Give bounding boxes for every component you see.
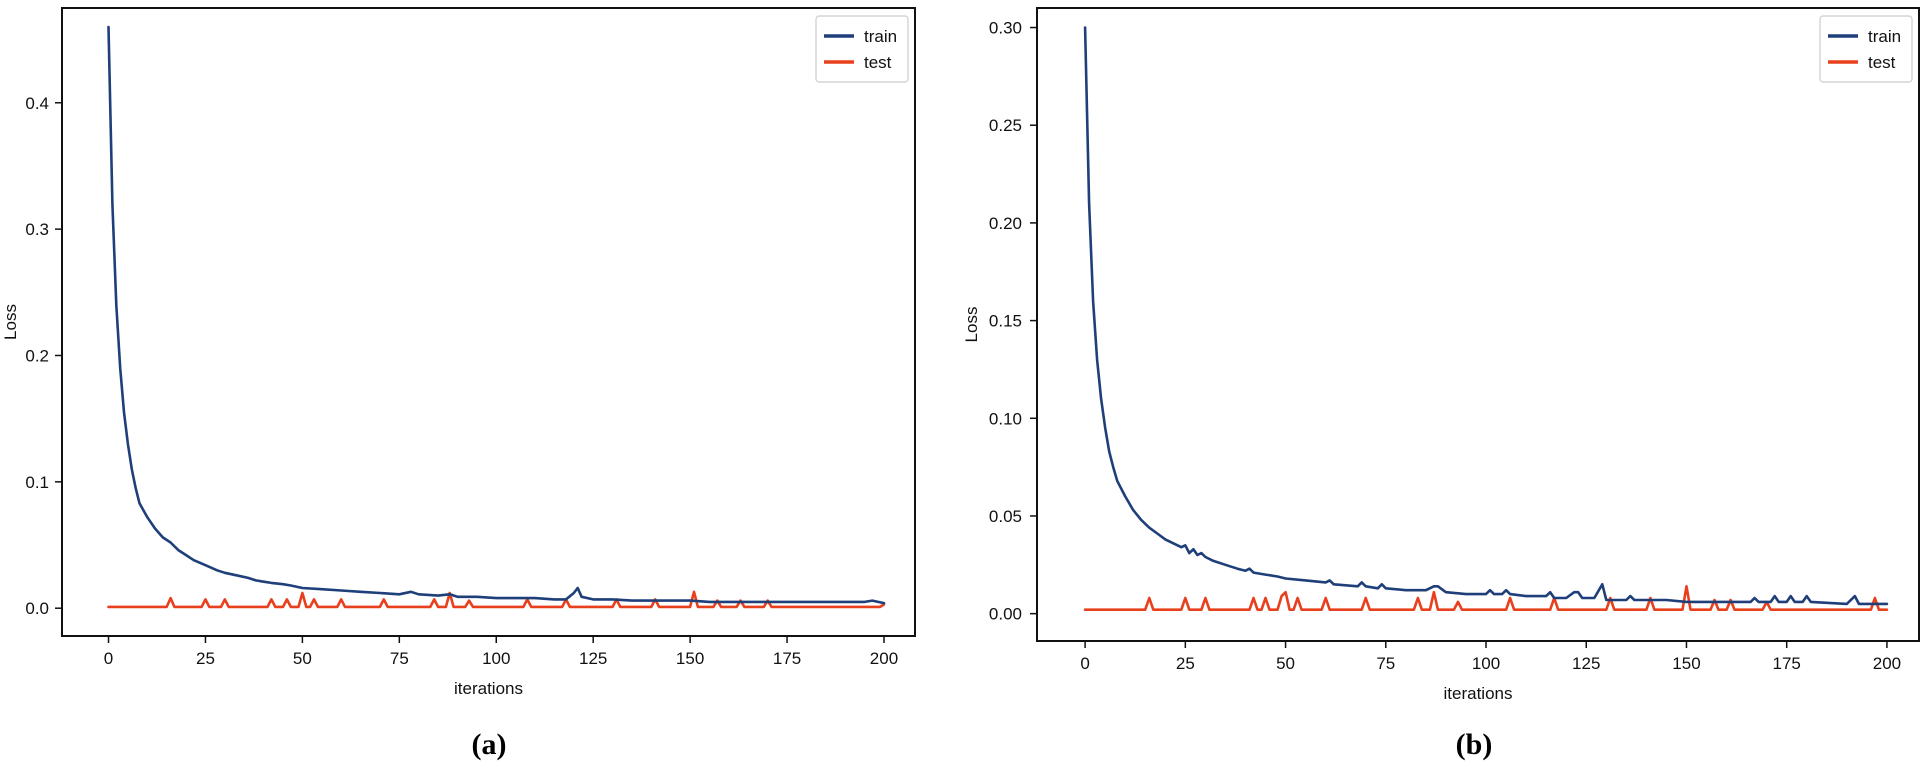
x-tick-label: 50: [293, 649, 312, 668]
y-axis-label: Loss: [962, 307, 981, 343]
x-tick-label: 25: [196, 649, 215, 668]
x-axis-label: iterations: [1444, 684, 1513, 703]
x-tick-label: 125: [1572, 654, 1600, 673]
x-tick-label: 50: [1276, 654, 1295, 673]
legend-label-train: train: [1868, 27, 1901, 46]
legend-label-test: test: [1868, 53, 1896, 72]
x-tick-label: 150: [676, 649, 704, 668]
chart-panel-a: 0 25 50 75 100 125 150 175 200 0.0 0.1 0.2 0.3 0.4 ite…: [1, 7, 916, 761]
x-tick-label: 25: [1176, 654, 1195, 673]
x-tick-label: 75: [390, 649, 409, 668]
y-axis-label: Loss: [1, 304, 20, 340]
panel-caption: (a): [472, 728, 507, 761]
x-tick-label: 175: [1773, 654, 1801, 673]
x-axis-label: iterations: [454, 679, 523, 698]
legend: train test: [1819, 15, 1913, 83]
panel-caption: (b): [1456, 728, 1493, 761]
y-tick-label: 0.20: [989, 214, 1022, 233]
x-tick-label: 200: [870, 649, 898, 668]
y-tick-label: 0.05: [989, 507, 1022, 526]
legend: train test: [815, 15, 909, 83]
y-tick-label: 0.2: [25, 346, 49, 365]
x-tick-label: 200: [1873, 654, 1901, 673]
legend-label-test: test: [864, 53, 892, 72]
x-tick-label: 100: [1472, 654, 1500, 673]
x-tick-label: 175: [773, 649, 801, 668]
y-tick-label: 0.30: [989, 19, 1022, 38]
plot-area-frame: [1036, 7, 1920, 642]
series-line-train: [107, 25, 886, 605]
x-tick-label: 100: [482, 649, 510, 668]
series-line-train: [1083, 26, 1889, 606]
series-line-test: [107, 590, 886, 609]
legend-box: [815, 15, 909, 83]
y-tick-label: 0.15: [989, 312, 1022, 331]
x-tick-label: 150: [1672, 654, 1700, 673]
plot-area-frame: [61, 7, 916, 637]
legend-label-train: train: [864, 27, 897, 46]
y-tick-label: 0.0: [25, 599, 49, 618]
chart-panel-b: 0 25 50 75 100 125 150 175 200 0.00 0.05 0.10 0.15 0.…: [962, 7, 1920, 761]
y-tick-label: 0.25: [989, 116, 1022, 135]
x-tick-label: 125: [579, 649, 607, 668]
x-tick-label: 0: [1080, 654, 1089, 673]
y-tick-label: 0.00: [989, 605, 1022, 624]
y-tick-label: 0.1: [25, 473, 49, 492]
x-tick-label: 75: [1376, 654, 1395, 673]
x-tick-label: 0: [104, 649, 113, 668]
y-tick-label: 0.10: [989, 409, 1022, 428]
y-tick-label: 0.4: [25, 94, 49, 113]
legend-box: [1819, 15, 1913, 83]
y-tick-label: 0.3: [25, 220, 49, 239]
